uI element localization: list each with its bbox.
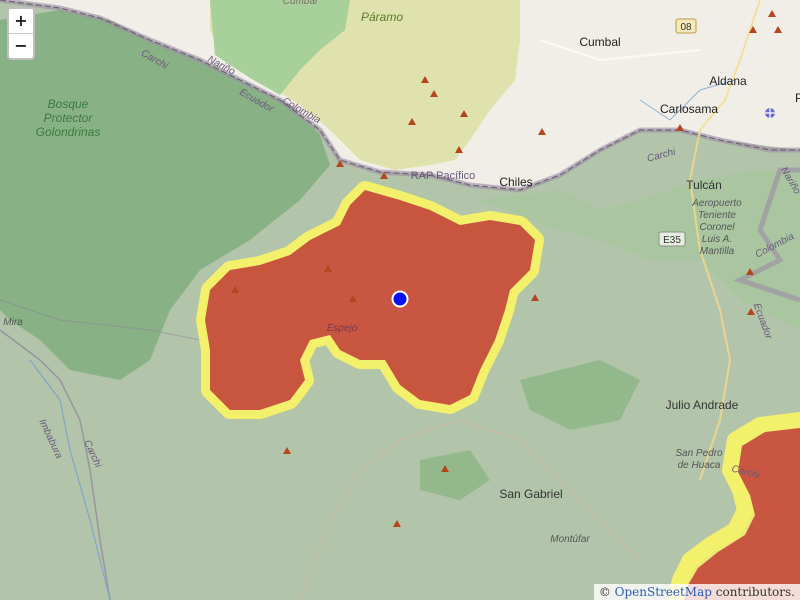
route-08-label: 08: [680, 22, 692, 33]
paramo-label: Páramo: [361, 10, 403, 24]
airport-label-1: Aeropuerto: [691, 198, 742, 209]
peak-icon: [408, 118, 416, 125]
airport-label-5: Mantilla: [700, 246, 735, 257]
peak-icon: [676, 124, 684, 131]
san-gabriel-label: San Gabriel: [499, 487, 562, 501]
river: [29, 359, 111, 600]
peak-icon: [324, 265, 332, 272]
river-2: [639, 79, 736, 121]
airport-label-3: Coronel: [699, 222, 735, 233]
road-local: [299, 419, 641, 600]
peak-icon: [768, 10, 776, 17]
peak-icon: [283, 447, 291, 454]
road-e35: [688, 0, 761, 481]
zoom-control: + −: [7, 7, 35, 60]
peak-icon: [336, 160, 344, 167]
peak-icon: [349, 295, 357, 302]
bosque-label-3: Golondrinas: [36, 125, 101, 139]
airport-icon: [765, 108, 775, 118]
chiles-label: Chiles: [499, 175, 532, 189]
san-pedro-label-2: de Huaca: [678, 460, 721, 471]
tulcan-label: Tulcán: [686, 178, 722, 192]
peak-icon: [421, 76, 429, 83]
airport-label-4: Luis A.: [702, 234, 732, 245]
hazard-zone-se[interactable]: [684, 428, 800, 600]
peak-icon: [460, 110, 468, 117]
peak-icon: [749, 26, 757, 33]
border-line-dash: [0, 0, 800, 191]
border-line-right: [733, 167, 800, 303]
aldana-label: Aldana: [709, 74, 747, 88]
forest-colombia: [210, 0, 350, 95]
espejo-label: Espejo: [327, 323, 358, 334]
mira-label: Mira: [3, 317, 23, 328]
zoom-in-button[interactable]: +: [14, 11, 28, 30]
peak-icon: [231, 286, 239, 293]
attribution-prefix: ©: [598, 585, 611, 599]
province-border: [0, 329, 111, 600]
openstreetmap-link[interactable]: OpenStreetMap: [614, 585, 712, 599]
bosque-label-1: Bosque: [48, 97, 89, 111]
location-marker[interactable]: [391, 290, 409, 308]
peak-icon: [746, 268, 754, 275]
canton-border: [0, 299, 201, 341]
peak-icon: [393, 520, 401, 527]
forest-bosque-protector: [0, 10, 330, 380]
edge-p-label: P: [795, 91, 800, 105]
route-e35-label: E35: [663, 235, 681, 246]
peak-icon: [455, 146, 463, 153]
peak-icon: [380, 172, 388, 179]
peak-icon: [538, 128, 546, 135]
bosque-label-2: Protector: [44, 111, 94, 125]
cumbal-label: Cumbal: [579, 35, 620, 49]
julio-andrade-label: Julio Andrade: [666, 398, 739, 412]
peak-icon: [441, 465, 449, 472]
zoom-out-button[interactable]: −: [9, 33, 33, 58]
forest-patch: [520, 360, 640, 430]
attribution: © OpenStreetMap contributors.: [593, 584, 800, 600]
airport-label-2: Teniente: [698, 210, 736, 221]
montufar-label: Montúfar: [550, 534, 590, 545]
peak-icons: [231, 10, 782, 527]
peak-icon: [531, 294, 539, 301]
hazard-zone[interactable]: [205, 190, 535, 410]
cumbal-top-label: Cumbal: [283, 0, 318, 7]
attribution-suffix: contributors.: [711, 585, 795, 599]
forest-east: [480, 170, 800, 330]
san-pedro-label-1: San Pedro: [675, 448, 723, 459]
carlosama-label: Carlosama: [660, 102, 718, 116]
route-shield-e35: [658, 231, 686, 247]
peak-icon: [430, 90, 438, 97]
peak-icon: [774, 26, 782, 33]
rap-pacifico-label: RAP Pacífico: [411, 170, 476, 182]
peak-icon: [747, 308, 755, 315]
route-shield-08: [675, 18, 697, 34]
road-colombia: [539, 39, 701, 62]
forest-patch-2: [420, 450, 490, 500]
